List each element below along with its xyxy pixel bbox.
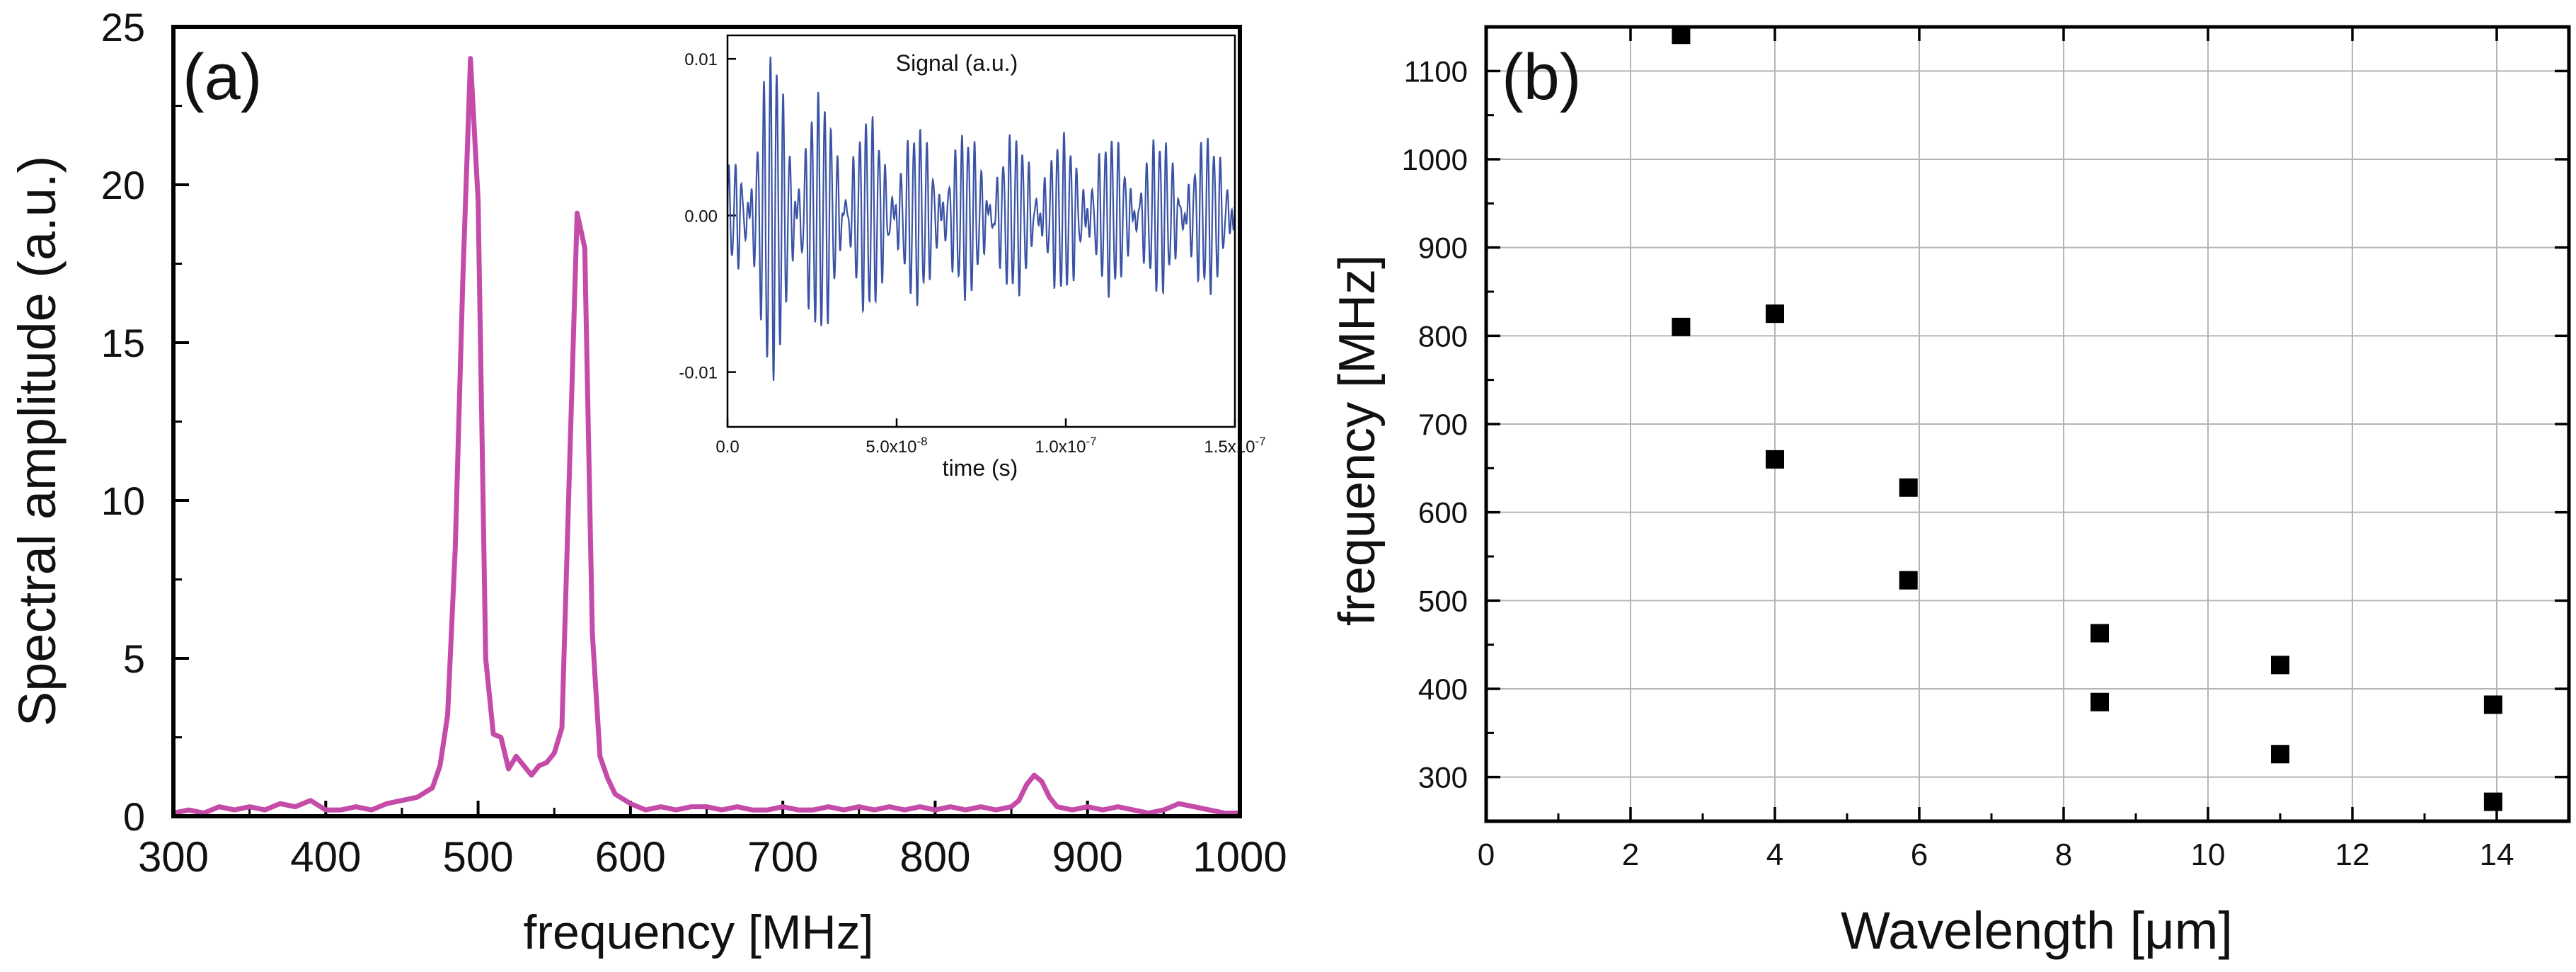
panel-b-x-tick-label: 2 [1622, 837, 1639, 872]
inset-x-tick-label: 1.5x10-7 [1204, 435, 1265, 457]
panel-a-x-tick-label: 400 [290, 833, 361, 881]
panel-a-x-tick-label: 500 [443, 833, 514, 881]
inset-y-tick-label: -0.01 [679, 364, 718, 383]
panel-b-data-point [2091, 624, 2109, 643]
inset-y-tick-label: 0.00 [684, 207, 718, 226]
panel-b-grid [1486, 27, 2569, 821]
signal-inset: 0.0 5.0x10-8 1.0x10-7 1.5x10-7 -0.01 0.00 0.01… [679, 34, 1266, 481]
panel-a-x-tick-label: 800 [899, 833, 970, 881]
panel-a-x-tick-label: 300 [138, 833, 209, 881]
panel-a-y-tick-label: 20 [101, 163, 145, 207]
panel-b-data-point [2271, 656, 2289, 675]
panel-a-y-axis-label: Spectral amplitude (a.u.) [8, 156, 67, 726]
panel-b-y-tick-label: 400 [1418, 673, 1468, 706]
panel-b-data-point [1899, 571, 1918, 590]
inset-x-tick-exponent: -7 [1086, 435, 1096, 448]
panel-b-y-tick-label: 300 [1418, 761, 1468, 794]
panel-b-y-tick-label: 900 [1418, 231, 1468, 265]
panel-b-tick-labels: 0 2 4 6 8 10 12 14 300 400 500 600 700 800 900 1000 1100 [1402, 55, 2514, 872]
panel-b-data-point [1672, 317, 1691, 336]
panel-b-points [1672, 25, 2502, 811]
inset-title: Signal (a.u.) [896, 50, 1018, 76]
panel-b-data-point [2271, 745, 2289, 764]
panel-a-y-tick-label: 0 [123, 794, 145, 839]
panel-a-frame [171, 25, 1242, 818]
panel-a-y-tick-label: 5 [123, 636, 145, 681]
panel-b-x-tick-label: 10 [2191, 837, 2226, 872]
panel-a-tick-labels: 300 400 500 600 700 800 900 1000 0 5 10 15 20 25 [101, 5, 1287, 881]
panel-a-y-tick-label: 15 [101, 321, 145, 365]
panel-b-label: (b) [1502, 41, 1581, 113]
panel-a-y-tick-label: 25 [101, 5, 145, 50]
panel-b-data-point [2091, 692, 2109, 711]
inset-y-tick-label: 0.01 [684, 50, 718, 69]
inset-x-axis-label: time (s) [943, 455, 1018, 481]
panel-b-frame [1484, 25, 2571, 823]
panel-b-data-point [1766, 450, 1784, 469]
panel-a-x-tick-label: 1000 [1192, 833, 1287, 881]
panel-b-y-tick-label: 1100 [1404, 55, 1468, 88]
panel-b-data-point [1766, 304, 1784, 324]
inset-x-tick-exponent: -7 [1255, 435, 1265, 448]
panel-b-data-point [2483, 695, 2502, 714]
signal-trace [726, 57, 1236, 381]
panel-a-x-tick-label: 700 [747, 833, 818, 881]
panel-b-y-tick-label: 1000 [1402, 143, 1468, 176]
panel-b-y-tick-label: 800 [1418, 319, 1468, 353]
panel-b-data-point [1899, 478, 1918, 497]
inset-x-tick-label: 1.0x10-7 [1035, 435, 1096, 457]
panel-b-y-tick-label: 700 [1418, 408, 1468, 441]
spectrum-line [173, 56, 1240, 816]
panel-b-x-tick-label: 4 [1766, 837, 1783, 872]
panel-b-x-tick-label: 14 [2480, 837, 2514, 872]
panel-b-x-axis-label: Wavelength [μm] [1841, 901, 2233, 960]
inset-x-tick-exponent: -8 [916, 435, 927, 448]
panel-b: 0 2 4 6 8 10 12 14 300 400 500 600 700 800 900 1000 1100… [1329, 25, 2571, 960]
panel-b-data-point [2483, 792, 2502, 811]
panel-a-label: (a) [183, 41, 262, 113]
panel-b-data-point [1672, 25, 1691, 45]
panel-a-x-axis-label: frequency [MHz] [523, 905, 873, 959]
panel-b-x-tick-label: 0 [1478, 837, 1495, 872]
inset-x-tick-label: 5.0x10-8 [866, 435, 927, 457]
panel-b-y-tick-label: 600 [1418, 496, 1468, 530]
panel-b-y-tick-label: 500 [1418, 584, 1468, 617]
panel-a-x-tick-label: 900 [1052, 833, 1123, 881]
inset-background [728, 35, 1235, 427]
panel-b-x-tick-label: 8 [2055, 837, 2072, 872]
panel-b-x-tick-label: 12 [2335, 837, 2370, 872]
panel-a-x-tick-label: 600 [595, 833, 666, 881]
inset-x-tick-label: 0.0 [715, 438, 739, 457]
panel-b-y-axis-label: frequency [MHz] [1329, 255, 1386, 626]
panel-b-x-tick-label: 6 [1911, 837, 1928, 872]
panel-a-y-tick-label: 10 [101, 479, 145, 523]
inset-frame [726, 34, 1236, 428]
